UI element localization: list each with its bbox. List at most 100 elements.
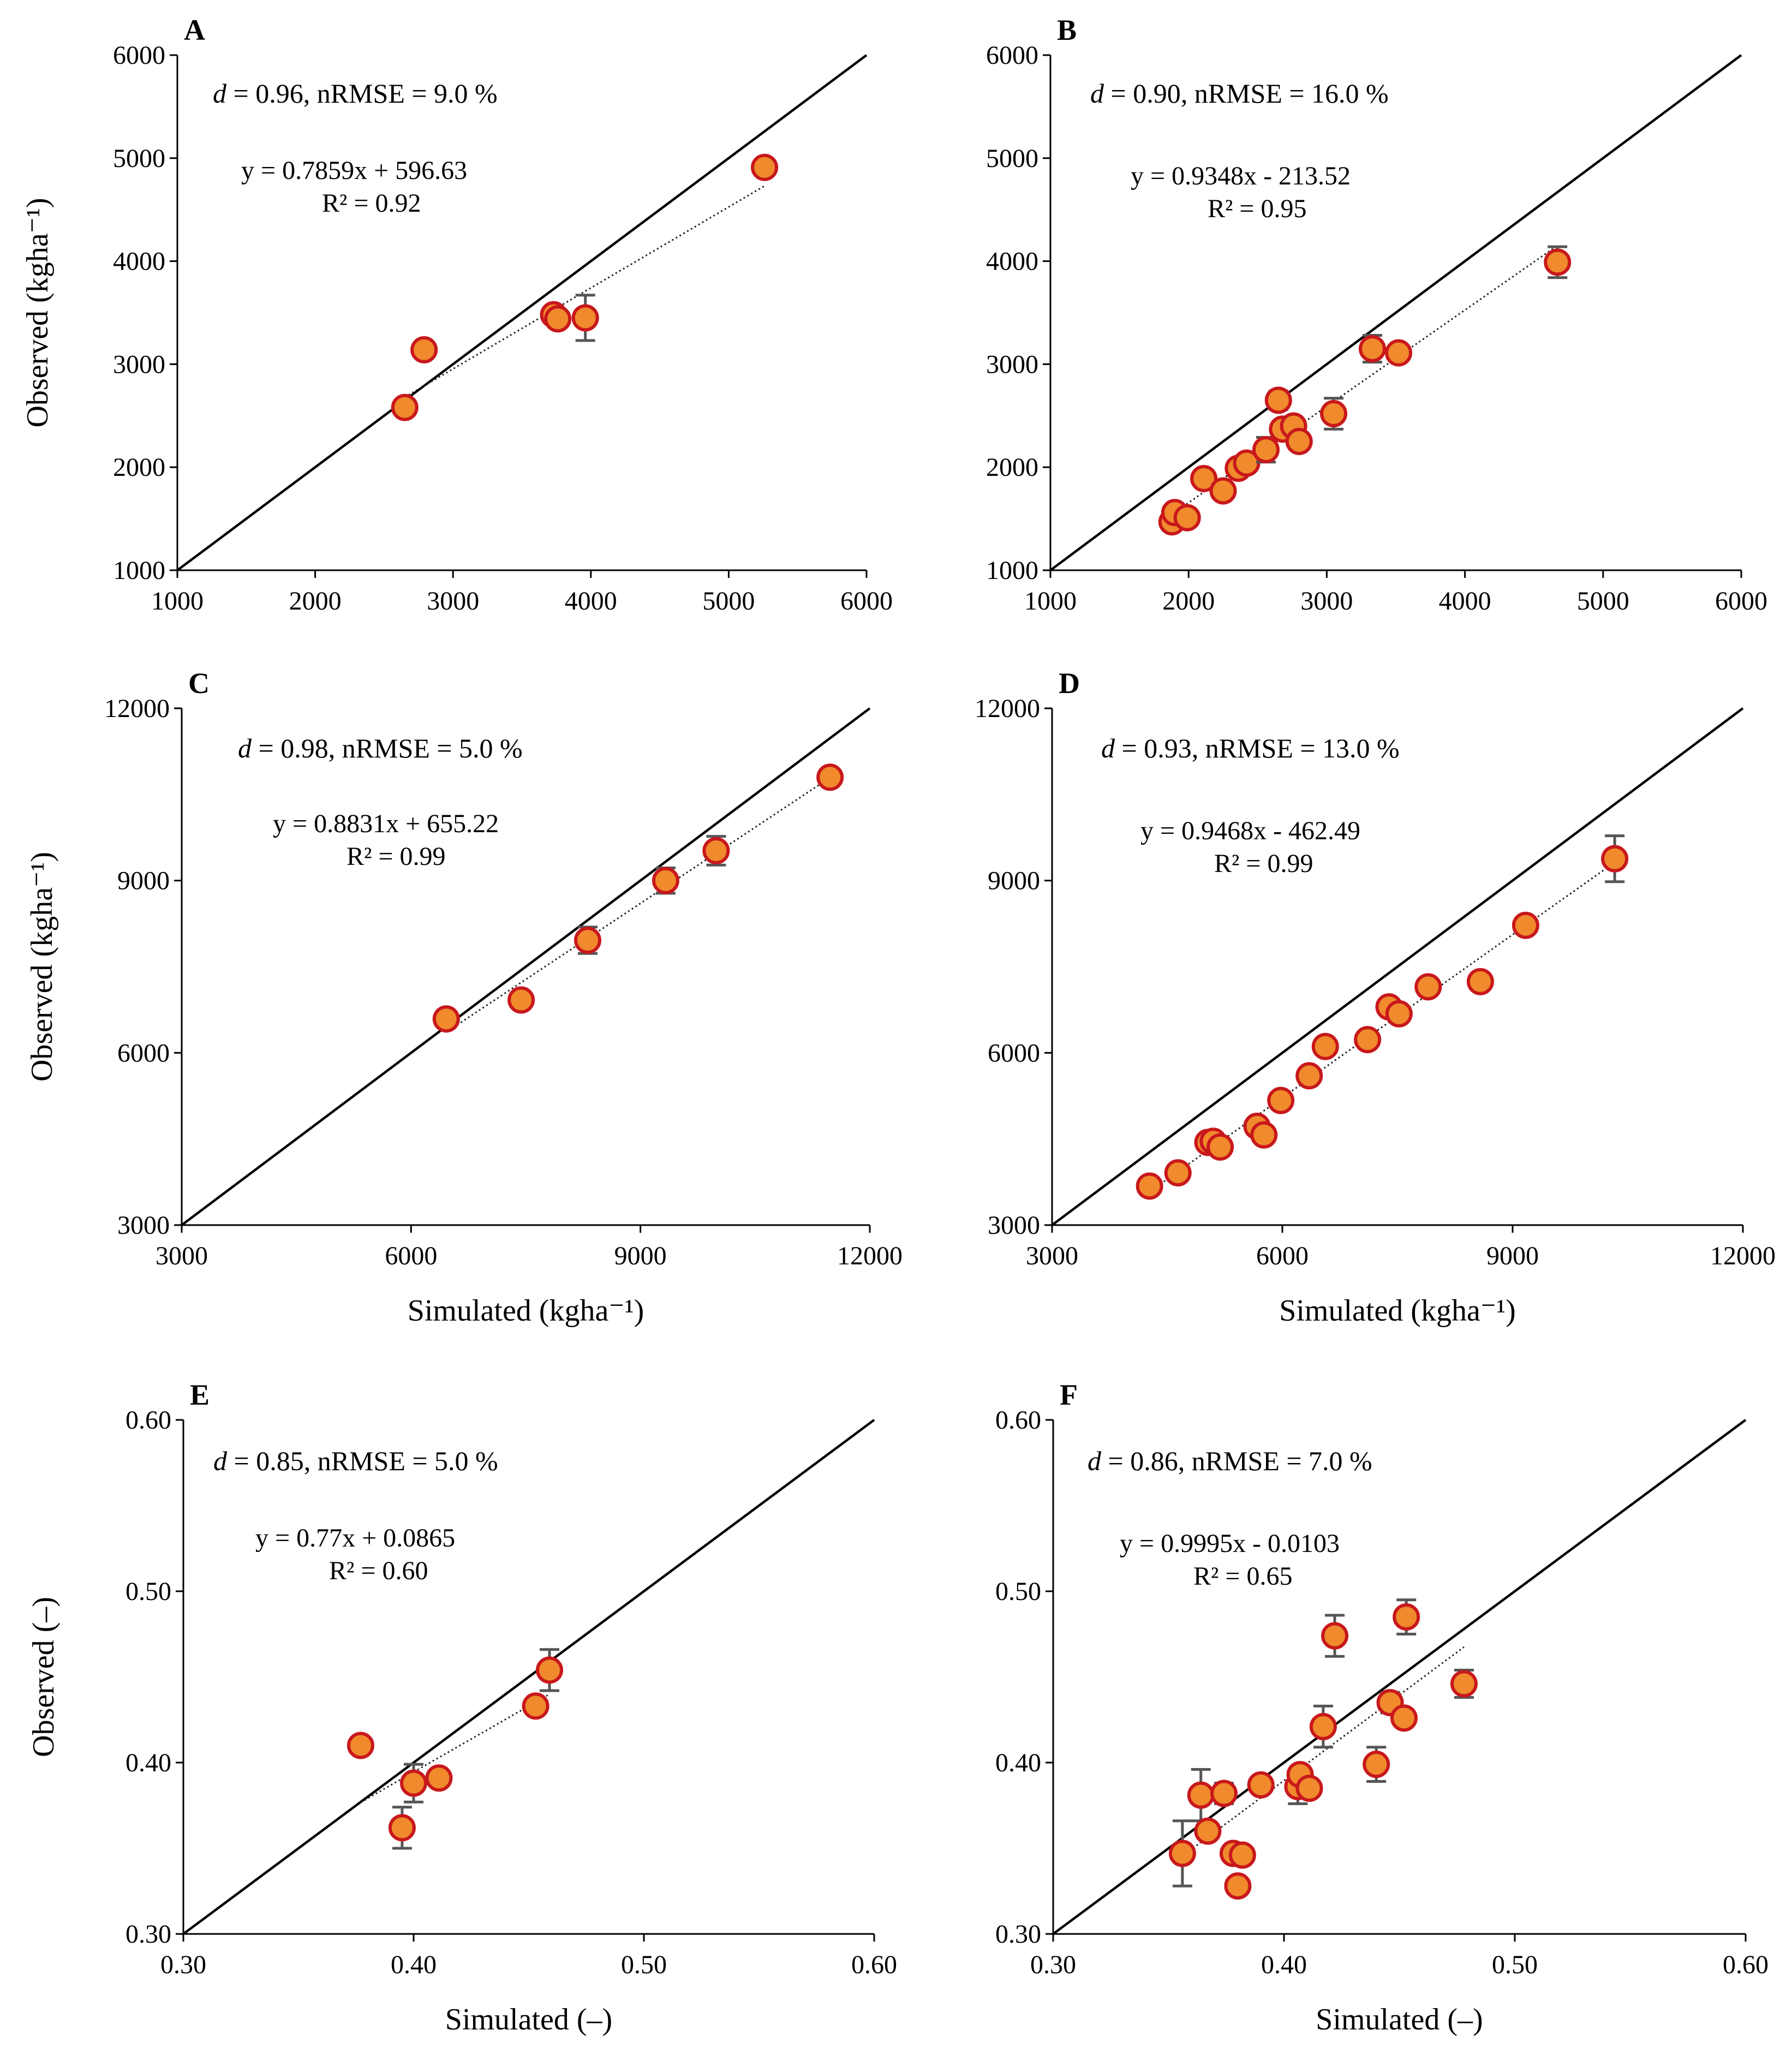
panel-label: E — [190, 1378, 210, 1411]
x-tick-label: 0.60 — [1723, 1950, 1769, 1979]
data-point — [1164, 1159, 1192, 1187]
data-point — [347, 1731, 374, 1759]
data-point — [1385, 339, 1413, 367]
y-tick-label: 0.60 — [995, 1406, 1041, 1435]
data-point — [1285, 428, 1313, 455]
stats-annotation: d = 0.86, nRMSE = 7.0 % — [1088, 1446, 1372, 1476]
data-point — [1187, 1781, 1215, 1809]
x-tick-label: 0.50 — [1492, 1950, 1538, 1979]
panel-label: D — [1059, 667, 1080, 700]
data-point — [400, 1769, 427, 1797]
y-tick-label: 0.50 — [126, 1577, 171, 1606]
data-point — [751, 153, 779, 181]
regression-equation: y = 0.9995x - 0.0103 — [1120, 1529, 1340, 1558]
y-tick-label: 2000 — [113, 453, 165, 482]
y-tick-label: 0.50 — [995, 1577, 1041, 1606]
data-point — [1136, 1172, 1163, 1200]
stat-values: = 0.90, nRMSE = 16.0 % — [1104, 78, 1389, 109]
x-tick-label: 6000 — [840, 587, 893, 616]
trendline — [445, 777, 831, 1033]
stat-values: = 0.98, nRMSE = 5.0 % — [252, 733, 523, 763]
data-point — [1190, 464, 1218, 492]
data-point — [425, 1764, 453, 1792]
data-point — [1228, 1841, 1256, 1869]
data-point — [1309, 1713, 1337, 1741]
stat-values: = 0.96, nRMSE = 9.0 % — [226, 78, 498, 109]
regression-equation: y = 0.77x + 0.0865 — [255, 1524, 455, 1553]
stat-d-symbol: d — [1090, 78, 1104, 109]
x-tick-label: 5000 — [702, 587, 755, 616]
panel-label: A — [184, 14, 205, 46]
r-squared: R² = 0.92 — [322, 189, 421, 218]
x-tick-label: 0.30 — [160, 1950, 206, 1979]
y-tick-label: 3000 — [986, 350, 1038, 379]
data-point — [1390, 1704, 1418, 1732]
y-tick-label: 0.30 — [995, 1920, 1041, 1949]
data-point — [1252, 436, 1280, 464]
data-point — [507, 986, 535, 1014]
data-point — [432, 1005, 460, 1033]
x-tick-label: 4000 — [565, 587, 617, 616]
data-point — [652, 867, 679, 894]
data-point — [544, 305, 572, 333]
regression-equation: y = 0.9468x - 462.49 — [1140, 816, 1360, 845]
data-point — [1247, 1771, 1275, 1799]
stat-d-symbol: d — [213, 1446, 228, 1476]
y-tick-label: 0.40 — [995, 1748, 1041, 1777]
data-point — [1311, 1032, 1339, 1060]
x-tick-label: 0.40 — [391, 1950, 437, 1979]
data-point — [522, 1692, 549, 1720]
stat-d-symbol: d — [238, 733, 252, 763]
panel-b: 1000 2000 3000 4000 5000 6000 1000 2000 3000 4000… — [986, 14, 1767, 616]
panel-label: F — [1060, 1378, 1078, 1411]
data-point — [388, 1814, 416, 1842]
trendline — [1181, 1646, 1465, 1857]
x-tick-label: 6000 — [1715, 587, 1767, 616]
x-tick-label: 5000 — [1577, 587, 1629, 616]
panel-a: 1000 2000 3000 4000 5000 6000 1000 2000 3000 4000… — [21, 14, 893, 616]
y-tick-label: 2000 — [986, 453, 1038, 482]
y-axis-label: Observed (kgha⁻¹) — [25, 852, 59, 1082]
x-tick-label: 3000 — [427, 587, 479, 616]
one-to-one-line — [182, 1419, 875, 1935]
x-tick-label: 0.50 — [621, 1950, 667, 1979]
x-axis-label: Simulated (–) — [445, 2003, 612, 2037]
panel-c: 3000 6000 9000 12000 3000 6000 9000 12000 Cd = 0… — [25, 667, 903, 1328]
one-to-one-line — [181, 707, 871, 1226]
x-tick-label: 1000 — [151, 587, 204, 616]
y-axis-label: Observed (kgha⁻¹) — [21, 198, 55, 427]
y-tick-label: 6000 — [988, 1038, 1040, 1067]
x-tick-label: 4000 — [1439, 587, 1491, 616]
stat-d-symbol: d — [213, 78, 227, 109]
data-point — [1295, 1775, 1323, 1802]
stats-annotation: d = 0.96, nRMSE = 9.0 % — [213, 78, 498, 109]
x-tick-label: 2000 — [1162, 587, 1215, 616]
data-point — [391, 393, 419, 421]
data-point — [410, 336, 438, 363]
r-squared: R² = 0.95 — [1208, 194, 1306, 223]
data-point — [1206, 1133, 1234, 1161]
data-point — [1601, 845, 1629, 873]
y-tick-label: 3000 — [113, 350, 165, 379]
x-tick-label: 9000 — [614, 1241, 667, 1270]
y-tick-label: 4000 — [113, 247, 165, 276]
data-point — [1320, 400, 1348, 428]
x-axis-label: Simulated (kgha⁻¹) — [1279, 1294, 1516, 1328]
data-point — [1210, 1780, 1238, 1807]
one-to-one-line — [176, 54, 868, 571]
r-squared: R² = 0.99 — [347, 842, 445, 871]
stat-d-symbol: d — [1088, 1446, 1102, 1476]
y-tick-label: 4000 — [986, 247, 1038, 276]
data-point — [1354, 1026, 1382, 1054]
data-point — [1512, 911, 1539, 939]
data-point — [1393, 1603, 1420, 1631]
data-point — [1385, 1000, 1413, 1028]
data-point — [1544, 248, 1572, 276]
stat-values: = 0.85, nRMSE = 5.0 % — [227, 1446, 498, 1476]
data-point — [1264, 386, 1292, 414]
y-tick-label: 6000 — [113, 41, 165, 70]
x-tick-label: 1000 — [1024, 587, 1077, 616]
regression-equation: y = 0.8831x + 655.22 — [273, 809, 499, 838]
panel-d: 3000 6000 9000 12000 3000 6000 9000 12000 Dd = 0… — [975, 667, 1776, 1328]
